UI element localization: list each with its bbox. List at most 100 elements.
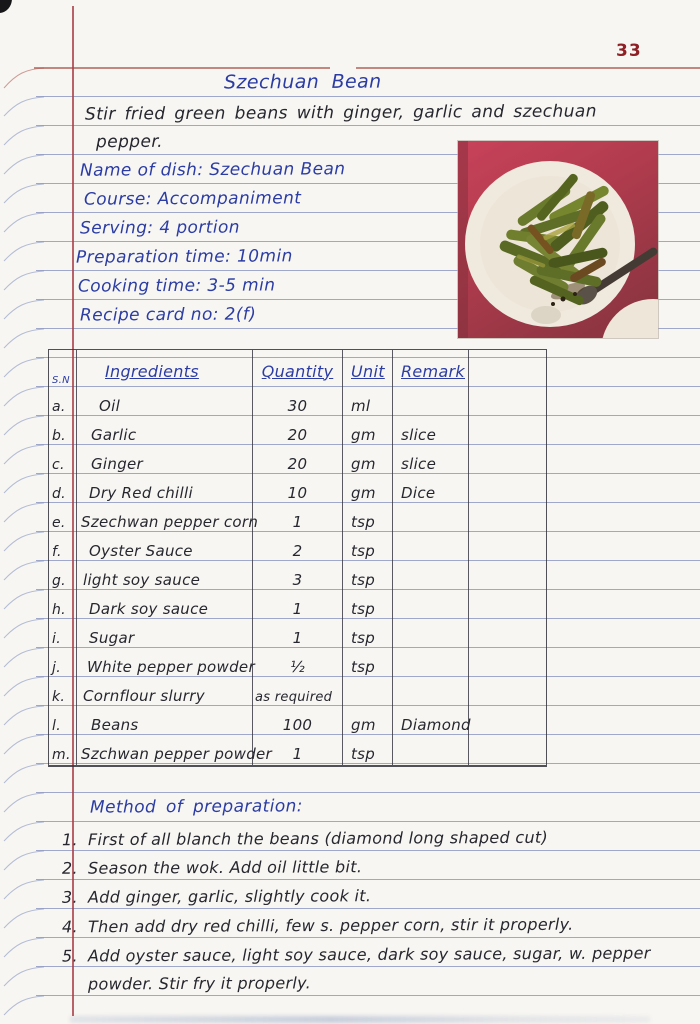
table-row: h. Dark soy sauce 1 tsp <box>49 591 546 620</box>
cell-extra <box>469 475 546 504</box>
cell-ingredient: Dry Red chilli <box>77 475 253 504</box>
cell-remark <box>393 620 469 649</box>
table-row: d. Dry Red chilli 10 gm Dice <box>49 475 546 504</box>
header-ingredients: Ingredients <box>77 350 253 388</box>
method-step-5: 5. Add oyster sauce, light soy sauce, dar… <box>62 943 651 965</box>
cell-extra <box>469 678 546 707</box>
table-row: e. Szechwan pepper corn 1 tsp <box>49 504 546 533</box>
cell-unit: tsp <box>343 533 393 562</box>
method-step-5-continued: powder. Stir fry it properly. <box>62 973 311 993</box>
cell-qty: 20 <box>253 446 343 475</box>
cell-sn: j. <box>49 649 77 678</box>
step-number: 1. <box>61 830 78 850</box>
method-step-1: 1. First of all blanch the beans (diamond… <box>62 828 548 850</box>
cell-ingredient: Szchwan pepper powder <box>77 736 272 765</box>
binding-curves <box>0 0 46 1024</box>
step-text: Add ginger, garlic, slightly cook it. <box>87 886 372 907</box>
cell-unit: gm <box>343 417 393 446</box>
cell-sn: f. <box>49 533 77 562</box>
cell-remark: Dice <box>393 475 469 504</box>
cell-sn: m. <box>49 736 77 765</box>
table-row: l. Beans 100 gm Diamond <box>49 707 546 736</box>
meta-line-prep-time: Preparation time: 10min <box>75 246 293 268</box>
table-row: a. Oil 30 ml <box>49 388 546 417</box>
cell-ingredient: Oyster Sauce <box>77 533 253 562</box>
cell-remark: slice <box>393 446 469 475</box>
cell-extra <box>469 446 546 475</box>
cell-ingredient: light soy sauce <box>77 562 253 591</box>
cell-remark <box>393 388 469 417</box>
cell-extra <box>469 707 546 736</box>
table-row: g. light soy sauce 3 tsp <box>49 562 546 591</box>
cell-qty: ½ <box>253 649 343 678</box>
cell-remark <box>393 504 469 533</box>
cell-unit: tsp <box>343 736 393 765</box>
green-beans <box>499 173 609 306</box>
cell-extra <box>469 388 546 417</box>
cell-sn: l. <box>49 707 77 736</box>
cell-sn: b. <box>49 417 77 446</box>
cell-unit: ml <box>343 388 393 417</box>
table-header-row: S.N Ingredients Quantity Unit Remark <box>49 350 546 388</box>
cell-extra <box>469 562 546 591</box>
table-row: m. Szchwan pepper powder 1 tsp <box>49 736 546 765</box>
page-bottom-bleed <box>70 1016 650 1023</box>
table-row: i. Sugar 1 tsp <box>49 620 546 649</box>
cell-ingredient: Sugar <box>77 620 253 649</box>
header-sn: S.N <box>49 350 77 388</box>
table-row: b. Garlic 20 gm slice <box>49 417 546 446</box>
cell-qty: 1 <box>253 620 343 649</box>
cell-sn: h. <box>49 591 77 620</box>
table-row: j. White pepper powder ½ tsp <box>49 649 546 678</box>
cell-unit: gm <box>343 446 393 475</box>
step-number: 4. <box>61 917 78 937</box>
method-step-2: 2. Season the wok. Add oil little bit. <box>62 857 362 878</box>
cell-sn: d. <box>49 475 77 504</box>
cell-extra <box>469 620 546 649</box>
cell-unit: tsp <box>343 562 393 591</box>
table-row: c. Ginger 20 gm slice <box>49 446 546 475</box>
cell-ingredient: Szechwan pepper corn <box>77 504 258 533</box>
step-text: Then add dry red chilli, few s. pepper c… <box>87 914 574 937</box>
cell-sn: a. <box>49 388 77 417</box>
recipe-title: Szechuan Bean <box>223 70 382 94</box>
partial-plate <box>602 299 658 338</box>
cell-remark <box>393 678 469 707</box>
cell-sn: k. <box>49 678 77 707</box>
meta-line-dish-name: Name of dish: Szechuan Bean <box>79 159 346 181</box>
cell-remark <box>393 649 469 678</box>
cell-sn: i. <box>49 620 77 649</box>
header-unit: Unit <box>343 350 393 388</box>
foil <box>531 306 561 324</box>
cell-extra <box>469 504 546 533</box>
table-row: f. Oyster Sauce 2 tsp <box>49 533 546 562</box>
ingredients-table: S.N Ingredients Quantity Unit Remark a. … <box>48 349 547 767</box>
step-text: Season the wok. Add oil little bit. <box>87 857 363 878</box>
cell-qty: 1 <box>253 736 343 765</box>
cell-qty: 2 <box>253 533 343 562</box>
meta-line-serving: Serving: 4 portion <box>79 217 240 239</box>
cell-remark <box>393 562 469 591</box>
recipe-description-line2: pepper. <box>95 131 163 153</box>
cell-extra <box>469 649 546 678</box>
top-margin-line <box>34 67 700 69</box>
cell-remark: Diamond <box>393 707 471 736</box>
cell-ingredient: Dark soy sauce <box>77 591 253 620</box>
cell-ingredient: Beans <box>77 707 253 736</box>
cell-sn: g. <box>49 562 77 591</box>
cell-unit: tsp <box>343 620 393 649</box>
recipe-description-line1: Stir fried green beans with ginger, garl… <box>84 101 597 125</box>
meta-line-course: Course: Accompaniment <box>83 188 302 210</box>
cell-qty: 20 <box>253 417 343 446</box>
cell-ingredient: Ginger <box>77 446 253 475</box>
step-text: Add oyster sauce, light soy sauce, dark … <box>87 943 651 966</box>
header-quantity: Quantity <box>253 350 343 388</box>
cell-qty: 3 <box>253 562 343 591</box>
page-number: 33 <box>616 41 642 61</box>
method-step-3: 3. Add ginger, garlic, slightly cook it. <box>62 886 371 907</box>
meta-line-cook-time: Cooking time: 3-5 min <box>77 275 276 297</box>
cell-extra <box>469 591 546 620</box>
step-number: 3. <box>61 887 78 907</box>
cell-unit: tsp <box>343 591 393 620</box>
cell-extra <box>469 533 546 562</box>
